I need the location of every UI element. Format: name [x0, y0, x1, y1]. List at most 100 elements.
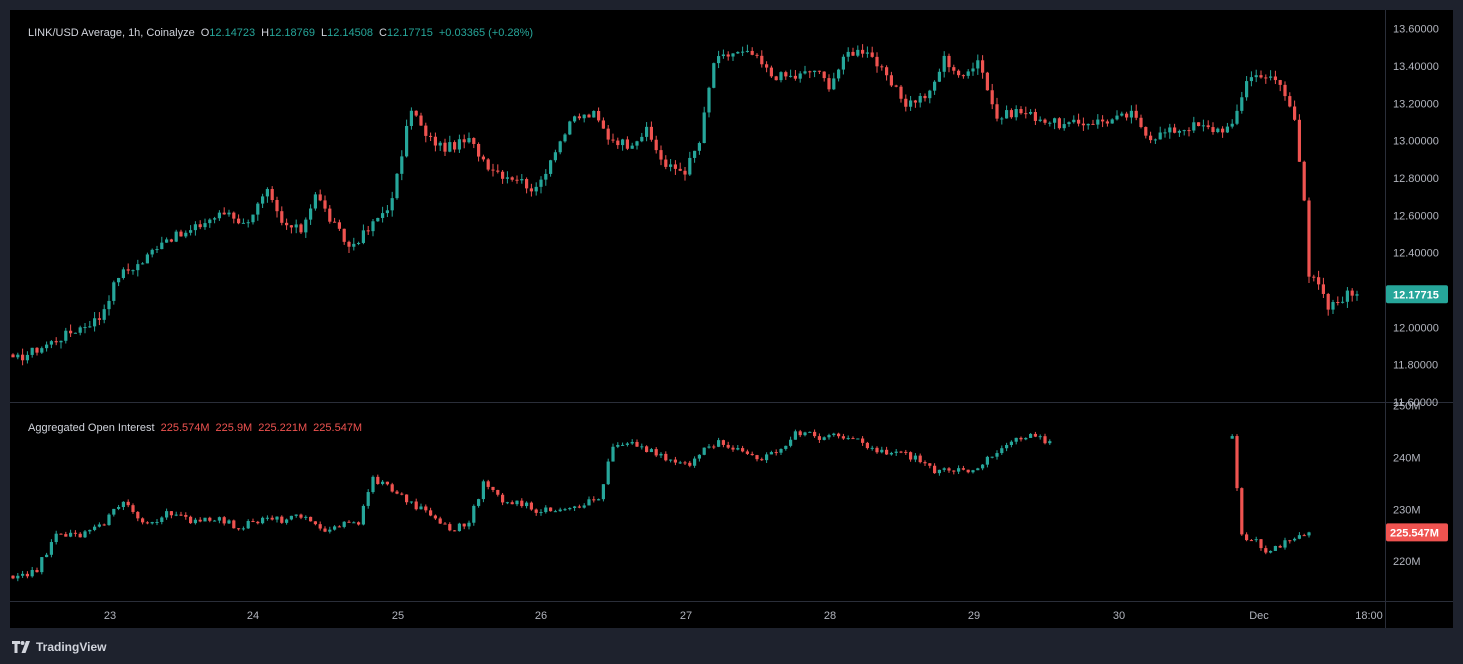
price-candle: [913, 100, 917, 103]
chart-area[interactable]: 13.60000 13.40000 13.20000 13.00000 12.80000…: [10, 10, 1453, 628]
oi-candle: [745, 451, 749, 454]
oi-candle: [496, 489, 500, 495]
price-candle: [217, 212, 221, 219]
price-candle: [1297, 119, 1301, 162]
price-candle: [491, 169, 495, 171]
oi-candle: [822, 437, 826, 440]
oi-candle: [1000, 448, 1004, 454]
price-candle: [1302, 161, 1306, 201]
price-candle: [899, 86, 903, 99]
price-candle: [697, 143, 701, 151]
oi-candle: [174, 514, 178, 516]
oi-candle: [141, 518, 145, 523]
price-candle: [534, 186, 538, 192]
oi-candle: [193, 519, 197, 524]
price-candle: [261, 196, 265, 204]
price-candle: [865, 52, 869, 54]
oi-candle: [553, 511, 557, 513]
price-candle: [717, 56, 721, 64]
price-candle: [467, 138, 471, 143]
price-candle: [59, 340, 63, 343]
oi-candle: [246, 520, 250, 529]
price-candle: [472, 138, 476, 144]
oi-candle: [256, 521, 260, 524]
price-candle: [289, 225, 293, 228]
price-candle: [779, 72, 783, 81]
oi-candle: [678, 462, 682, 464]
oi-candle: [856, 438, 860, 440]
oi-candle: [616, 444, 620, 447]
price-candle: [822, 71, 826, 79]
oi-candle: [673, 459, 677, 463]
price-candle: [409, 110, 413, 126]
oi-candle: [443, 523, 447, 525]
tradingview-icon: [12, 641, 30, 653]
oi-candle: [213, 520, 217, 522]
price-candle: [193, 224, 197, 231]
price-candle: [616, 140, 620, 146]
price-candle: [1312, 276, 1316, 278]
price-candle: [606, 128, 610, 140]
price-candle: [669, 164, 673, 167]
price-candle: [789, 75, 793, 77]
price-candle: [366, 230, 370, 232]
price-candle: [1057, 118, 1061, 129]
time-axis-label: 18:00: [1355, 610, 1383, 622]
tradingview-logo[interactable]: TradingView: [12, 638, 106, 656]
oi-series-title: Aggregated Open Interest: [28, 422, 155, 434]
price-candle: [30, 347, 34, 355]
oi-candle: [347, 521, 351, 523]
oi-candle: [621, 444, 625, 446]
price-candle: [957, 70, 961, 76]
oi-candle: [323, 528, 327, 532]
price-candle: [395, 173, 399, 199]
price-candle: [1326, 293, 1330, 310]
price-candle: [1177, 130, 1181, 133]
price-candle: [107, 300, 111, 310]
oi-candle: [817, 436, 821, 440]
oi-candle: [501, 494, 505, 503]
oi-candle: [102, 524, 106, 526]
oi-candle: [1249, 540, 1253, 542]
price-candle: [496, 170, 500, 172]
price-candle: [232, 212, 236, 219]
oi-candle: [1230, 436, 1234, 439]
price-candle: [1048, 122, 1052, 124]
oi-candle: [381, 481, 385, 484]
price-candle: [654, 139, 658, 151]
price-candle: [438, 142, 442, 146]
oi-candle: [357, 522, 361, 525]
oi-candle: [342, 521, 346, 527]
price-candle: [1168, 127, 1172, 133]
oi-candle: [813, 431, 817, 437]
price-candle: [1125, 113, 1129, 118]
oi-candle: [448, 524, 452, 531]
oi-axis-label: 240M: [1393, 452, 1421, 464]
time-axis-label: 29: [968, 610, 980, 622]
oi-candle: [208, 517, 212, 521]
oi-candle: [405, 494, 409, 503]
price-candle: [573, 116, 577, 122]
price-candle: [985, 72, 989, 91]
price-candle: [481, 156, 485, 160]
oi-candle: [995, 453, 999, 457]
chart-canvas[interactable]: 13.60000 13.40000 13.20000 13.00000 12.80000…: [10, 10, 1453, 628]
price-candle: [102, 309, 106, 320]
time-axis-label: 24: [247, 610, 259, 622]
oi-candle: [400, 493, 404, 495]
oi-candle: [985, 456, 989, 465]
price-candle: [1249, 77, 1253, 82]
price-candle: [1350, 290, 1354, 296]
price-candle: [793, 75, 797, 79]
oi-candle: [861, 438, 865, 443]
price-candle: [1134, 110, 1138, 118]
oi-candle: [304, 516, 308, 518]
oi-candle: [409, 501, 413, 503]
time-axis-label: 30: [1113, 610, 1125, 622]
oi-candle: [645, 446, 649, 453]
oi-candle: [131, 505, 135, 512]
oi-candle: [73, 532, 77, 534]
oi-candle: [918, 455, 922, 463]
oi-candle: [16, 575, 20, 579]
oi-candle: [630, 441, 634, 444]
